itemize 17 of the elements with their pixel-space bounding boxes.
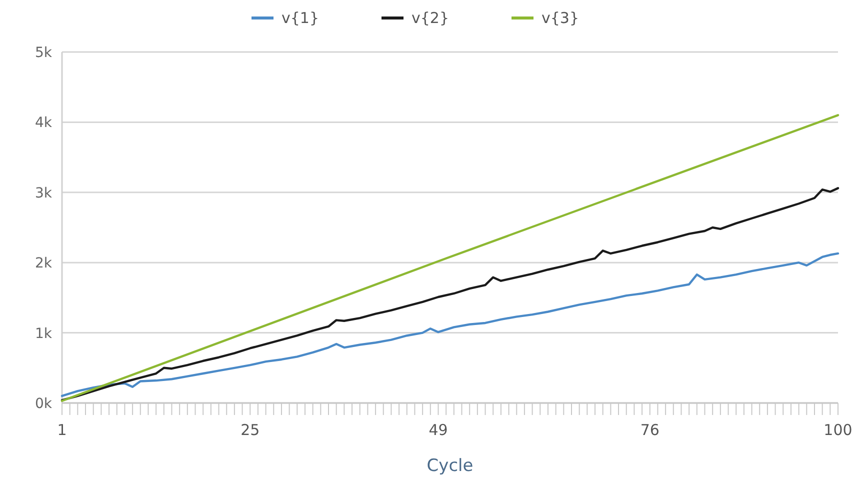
line-series xyxy=(60,252,840,398)
x-tick-label: 76 xyxy=(640,421,660,439)
x-tick-label: 49 xyxy=(428,421,448,439)
x-tick-label: 100 xyxy=(824,421,852,439)
x-tick-label: 1 xyxy=(57,421,67,439)
y-tick-label: 4k xyxy=(34,115,53,132)
legend-label: v{1} xyxy=(282,9,320,27)
y-tick-label: 5k xyxy=(34,45,53,61)
legend-label: v{2} xyxy=(412,9,450,27)
line-series xyxy=(60,187,840,402)
x-axis-title: Cycle xyxy=(426,456,474,476)
y-tick-label: 3k xyxy=(34,185,53,202)
x-tick-label: 25 xyxy=(240,421,260,439)
y-tick-label: 2k xyxy=(34,256,53,272)
legend-label: v{3} xyxy=(542,9,580,27)
y-tick-label: 0k xyxy=(34,396,53,412)
y-tick-label: 1k xyxy=(34,326,53,342)
